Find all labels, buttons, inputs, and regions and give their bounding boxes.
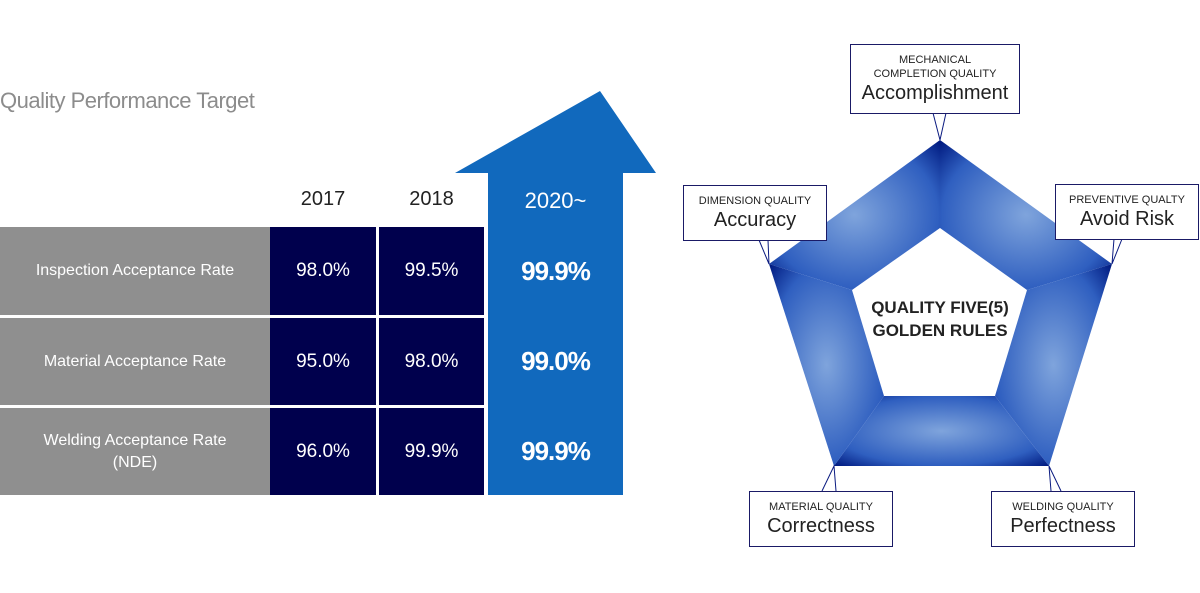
- cell-2018: 98.0%: [379, 318, 484, 405]
- row-label: Material Acceptance Rate: [0, 318, 270, 405]
- rule-accuracy: DIMENSION QUALITY Accuracy: [683, 185, 827, 241]
- row-label: Inspection Acceptance Rate: [0, 227, 270, 315]
- cell-2018: 99.9%: [379, 408, 484, 495]
- center-label: QUALITY FIVE(5) GOLDEN RULES: [871, 298, 1009, 340]
- rule-accomplishment: MECHANICAL COMPLETION QUALITY Accomplishme…: [850, 44, 1020, 114]
- cell-2017: 95.0%: [270, 318, 376, 405]
- row-label: Welding Acceptance Rate (NDE): [0, 408, 270, 495]
- rule-avoid-risk: PREVENTIVE QUALTY Avoid Risk: [1055, 184, 1199, 240]
- cell-2020: 99.9%: [488, 408, 623, 495]
- callout-pointers: [758, 112, 1123, 492]
- rule-correctness: MATERIAL QUALITY Correctness: [749, 491, 893, 547]
- cell-2017: 98.0%: [270, 227, 376, 315]
- pentagon-face-top-right: [940, 140, 1112, 290]
- column-header-2020: 2020~: [524, 188, 587, 213]
- pentagon-face-left: [769, 264, 884, 466]
- cell-2018: 99.5%: [379, 227, 484, 315]
- column-header-2017: 2017: [300, 188, 346, 210]
- cell-2020: 99.9%: [488, 227, 623, 315]
- pentagon-face-bottom: [834, 396, 1049, 466]
- pentagon-face-right: [995, 264, 1112, 466]
- cell-2020: 99.0%: [488, 318, 623, 405]
- column-header-2018: 2018: [409, 188, 454, 210]
- cell-2017: 96.0%: [270, 408, 376, 495]
- pentagon-face-top-left: [769, 140, 940, 290]
- rule-perfectness: WELDING QUALITY Perfectness: [991, 491, 1135, 547]
- page-title: Quality Performance Target: [0, 88, 255, 113]
